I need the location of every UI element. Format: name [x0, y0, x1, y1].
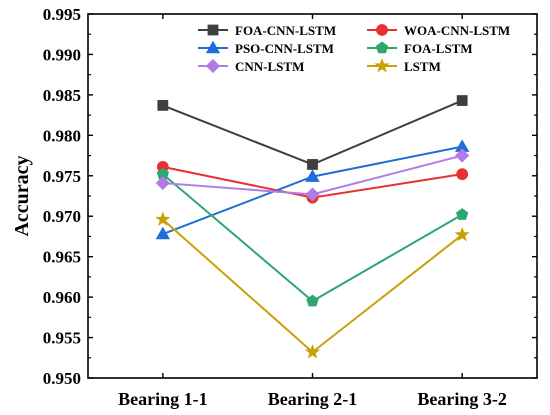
- y-tick-label: 0.970: [43, 207, 81, 226]
- data-point-cnn-lstm: [455, 148, 470, 163]
- data-point-cnn-lstm: [155, 175, 170, 191]
- x-tick-label: Bearing 1-1: [118, 389, 208, 409]
- legend-marker: [205, 40, 221, 54]
- data-point-foa-lstm: [306, 294, 319, 307]
- legend-item-foa-cnn-lstm: FOA-CNN-LSTM: [198, 23, 336, 38]
- data-point-lstm: [155, 211, 171, 226]
- legend-marker: [205, 58, 221, 74]
- legend-label: PSO-CNN-LSTM: [235, 41, 334, 56]
- legend-label: WOA-CNN-LSTM: [404, 23, 510, 38]
- series-foa-cnn-lstm: [157, 95, 468, 170]
- x-tick-label: Bearing 3-2: [417, 389, 507, 409]
- series-pso-cnn-lstm: [155, 139, 470, 240]
- legend-marker: [376, 24, 388, 36]
- legend-marker: [375, 41, 389, 54]
- data-point-lstm: [304, 344, 321, 359]
- y-tick-label: 0.995: [43, 5, 81, 24]
- legend-marker: [207, 24, 219, 36]
- x-axis: Bearing 1-1 Bearing 2-1 Bearing 3-2: [118, 14, 507, 409]
- legend-item-lstm: LSTM: [367, 58, 441, 74]
- y-tick-label: 0.955: [43, 329, 81, 348]
- y-tick-label: 0.975: [43, 167, 81, 186]
- series-cnn-lstm: [155, 148, 470, 202]
- y-axis-title: Accuracy: [11, 155, 33, 236]
- legend: FOA-CNN-LSTM WOA-CNN-LSTM PSO-CNN-LSTM FOA-…: [198, 23, 510, 74]
- legend-label: CNN-LSTM: [235, 59, 304, 74]
- legend-item-pso-cnn-lstm: PSO-CNN-LSTM: [198, 40, 334, 56]
- y-axis: 0.950 0.955 0.960 0.965 0.970 0.975 0.980 0.985…: [43, 5, 537, 388]
- legend-item-cnn-lstm: CNN-LSTM: [198, 58, 304, 74]
- y-tick-label: 0.985: [43, 86, 81, 105]
- legend-label: FOA-LSTM: [404, 41, 473, 56]
- legend-label: FOA-CNN-LSTM: [235, 23, 336, 38]
- y-tick-label: 0.950: [43, 369, 81, 388]
- data-point-foa-cnn-lstm: [307, 159, 318, 170]
- data-point-foa-cnn-lstm: [456, 95, 468, 106]
- legend-label: LSTM: [404, 59, 441, 74]
- data-point-lstm: [454, 226, 470, 242]
- series-foa-lstm: [156, 167, 469, 307]
- x-tick-label: Bearing 2-1: [268, 389, 358, 409]
- data-point-cnn-lstm: [305, 187, 320, 202]
- data-point-woa-cnn-lstm: [456, 168, 469, 181]
- legend-item-foa-lstm: FOA-LSTM: [367, 41, 473, 56]
- y-tick-label: 0.965: [43, 248, 81, 267]
- data-point-pso-cnn-lstm: [305, 169, 320, 182]
- data-point-foa-lstm: [455, 208, 469, 220]
- series-line-lstm: [162, 218, 463, 354]
- series-lstm: [155, 211, 470, 359]
- data-point-foa-cnn-lstm: [157, 100, 169, 111]
- legend-marker: [374, 58, 390, 73]
- y-tick-label: 0.960: [43, 288, 81, 307]
- series-layer: [155, 95, 470, 359]
- legend-item-woa-cnn-lstm: WOA-CNN-LSTM: [367, 23, 510, 38]
- y-tick-label: 0.980: [43, 126, 81, 145]
- y-tick-label: 0.990: [43, 45, 81, 64]
- data-point-pso-cnn-lstm: [155, 226, 171, 240]
